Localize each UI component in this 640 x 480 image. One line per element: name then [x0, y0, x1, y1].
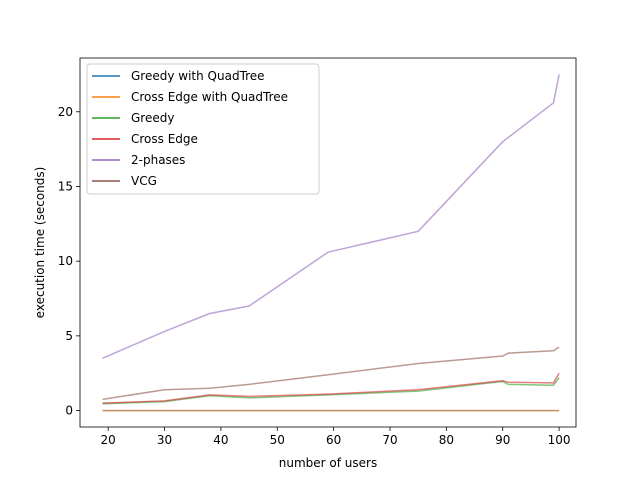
legend-label: Cross Edge	[131, 132, 198, 146]
x-tick-label: 20	[101, 433, 116, 447]
x-tick-label: 80	[439, 433, 454, 447]
legend-label: VCG	[131, 174, 157, 188]
series-layer	[102, 74, 560, 412]
x-tick-label: 50	[270, 433, 285, 447]
x-tick-label: 90	[495, 433, 510, 447]
y-axis-label: execution time (seconds)	[33, 167, 47, 319]
y-tick-label: 20	[58, 105, 73, 119]
x-tick-label: 30	[157, 433, 172, 447]
x-tick-label: 70	[382, 433, 397, 447]
y-tick-label: 0	[65, 404, 73, 418]
legend-label: Greedy with QuadTree	[131, 69, 265, 83]
legend-label: Cross Edge with QuadTree	[131, 90, 288, 104]
axes-frame	[79, 57, 577, 428]
series-line-4	[102, 372, 560, 404]
series-line-5	[102, 74, 560, 359]
x-tick-label: 100	[548, 433, 571, 447]
x-axis-label: number of users	[279, 456, 377, 470]
legend-label: Greedy	[131, 111, 174, 125]
x-tick-label: 40	[213, 433, 228, 447]
x-tick-label: 60	[326, 433, 341, 447]
y-tick-label: 15	[58, 179, 73, 193]
legend-label: 2-phases	[131, 153, 185, 167]
legend: Greedy with QuadTree Cross Edge with Quad…	[86, 63, 320, 195]
ticks-layer: 20 30 40 50 60 70 80 90 100 0 5 10 15 20	[58, 105, 571, 447]
legend-box	[86, 63, 320, 195]
y-tick-label: 10	[58, 254, 73, 268]
y-tick-label: 5	[65, 329, 73, 343]
series-line-6	[102, 346, 560, 401]
